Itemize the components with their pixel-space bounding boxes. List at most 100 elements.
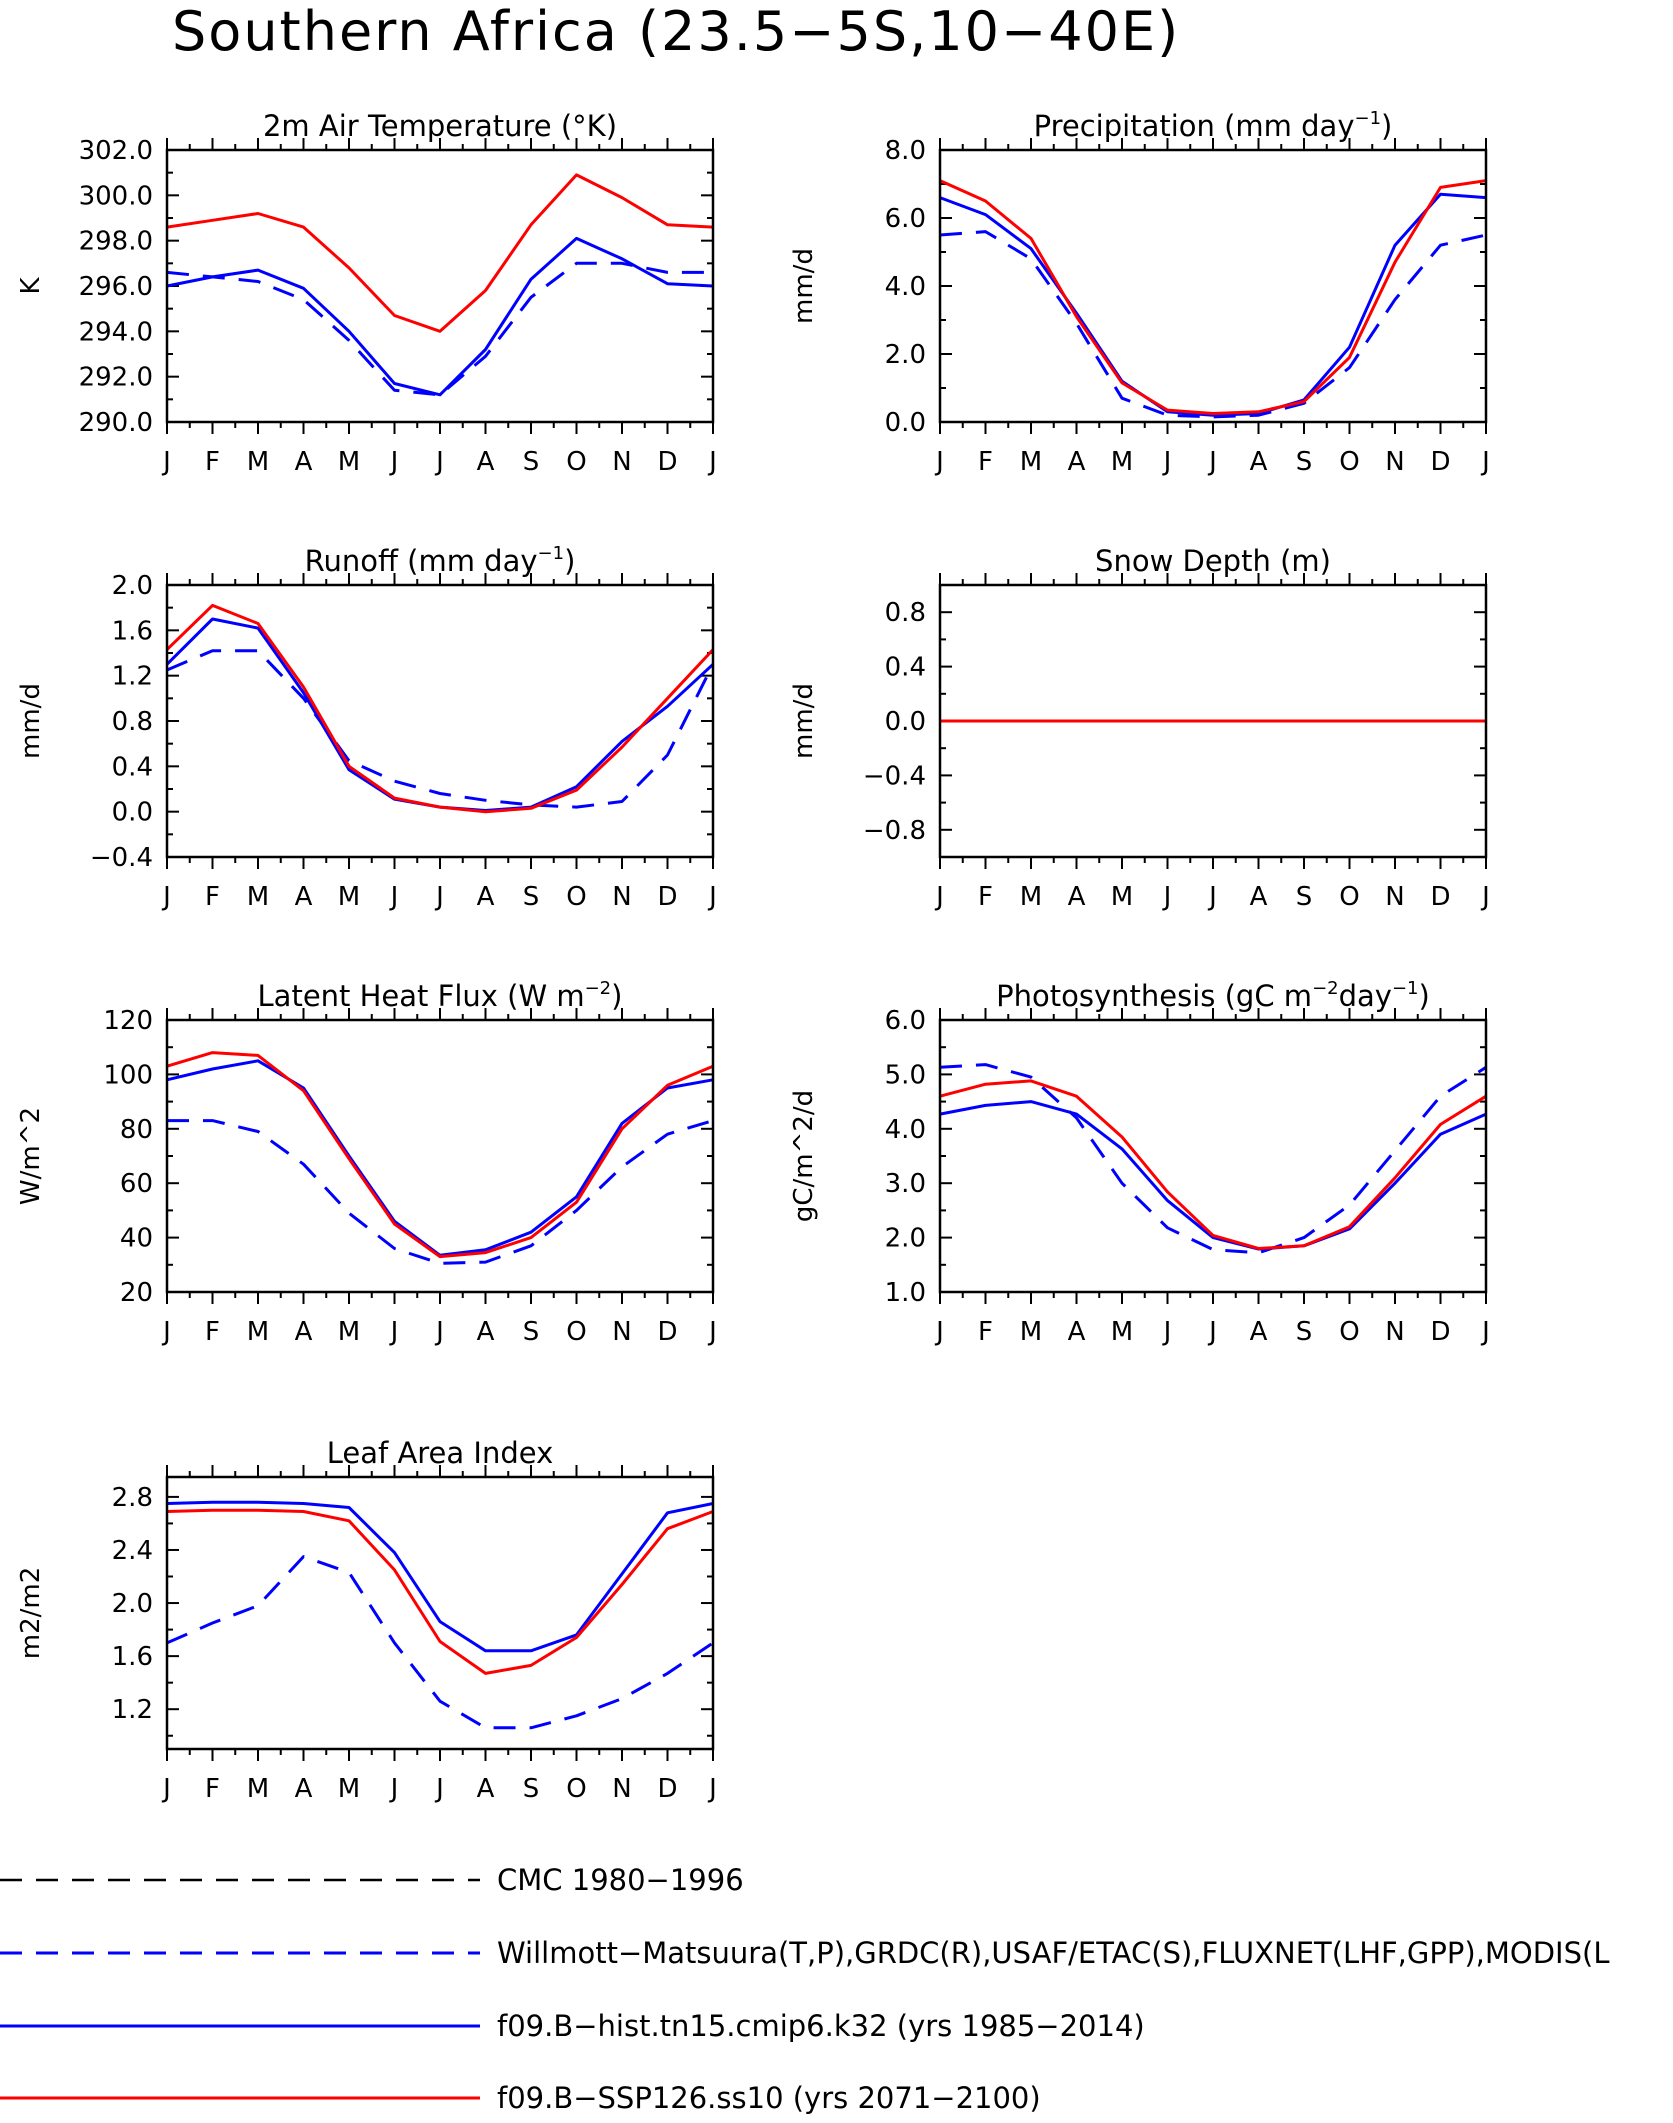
series-line-obs — [166, 649, 715, 809]
x-tick-label: J — [1480, 447, 1490, 477]
x-tick-label: J — [389, 1774, 399, 1804]
y-tick-label: 2.0 — [885, 340, 926, 370]
x-tick-label: O — [566, 882, 586, 912]
y-tick-label: 292.0 — [79, 363, 153, 393]
y-tick-label: 300.0 — [79, 181, 153, 211]
x-tick-label: M — [247, 1317, 269, 1347]
x-tick-label: M — [1020, 882, 1042, 912]
series-line-hist — [165, 617, 715, 812]
plot-frame — [165, 1475, 715, 1751]
panel-title: 2m Air Temperature (°K) — [263, 109, 617, 143]
x-tick-label: M — [1111, 1317, 1133, 1347]
x-tick-label: J — [1207, 447, 1217, 477]
y-tick-label: 3.0 — [885, 1169, 926, 1199]
x-tick-label: O — [1339, 882, 1359, 912]
x-tick-label: D — [1430, 1317, 1450, 1347]
y-tick-label: 0.4 — [112, 752, 153, 782]
plot-frame — [165, 583, 715, 859]
y-tick-label: 2.0 — [112, 1589, 153, 1619]
y-tick-label: 1.6 — [112, 1642, 153, 1672]
x-tick-label: A — [1250, 882, 1268, 912]
y-axis-label: mm/d — [16, 683, 46, 759]
series-line-obs — [939, 1063, 1487, 1255]
x-tick-label: M — [338, 1317, 360, 1347]
x-tick-label: J — [434, 1774, 444, 1804]
x-tick-label: F — [978, 447, 993, 477]
series-line-ssp — [166, 173, 714, 333]
x-tick-label: D — [1430, 882, 1450, 912]
x-tick-label: J — [934, 882, 944, 912]
series-line-ssp — [165, 603, 715, 814]
y-tick-label: 1.2 — [112, 662, 153, 692]
x-tick-label: A — [295, 1774, 313, 1804]
x-tick-label: J — [707, 882, 717, 912]
y-tick-label: 0.0 — [885, 707, 926, 737]
x-tick-label: D — [657, 882, 677, 912]
series-line-hist — [166, 236, 714, 397]
y-tick-label: 1.0 — [885, 1278, 926, 1308]
x-tick-label: J — [1162, 447, 1172, 477]
x-tick-label: S — [523, 447, 540, 477]
x-tick-label: J — [1480, 882, 1490, 912]
x-tick-label: O — [566, 447, 586, 477]
y-tick-label: 2.0 — [112, 571, 153, 601]
panel-title: Runoff (mm day−1) — [305, 543, 576, 578]
x-tick-label: J — [1480, 1317, 1490, 1347]
x-tick-label: A — [477, 447, 495, 477]
x-tick-label: M — [338, 1774, 360, 1804]
x-tick-label: F — [205, 882, 220, 912]
x-tick-label: J — [161, 1317, 171, 1347]
y-tick-label: 0.0 — [112, 798, 153, 828]
y-tick-label: 100 — [103, 1060, 153, 1090]
x-tick-label: J — [1207, 1317, 1217, 1347]
y-tick-label: 290.0 — [79, 408, 153, 438]
x-tick-label: A — [295, 1317, 313, 1347]
y-tick-label: 294.0 — [79, 317, 153, 347]
series-line-ssp — [939, 179, 1487, 415]
x-tick-label: J — [1162, 1317, 1172, 1347]
panel-title: Precipitation (mm day−1) — [1034, 108, 1393, 143]
legend: CMC 1980−1996 Willmott−Matsuura(T,P),GRDC… — [0, 1863, 1610, 2115]
x-tick-label: F — [205, 447, 220, 477]
x-tick-label: M — [247, 882, 269, 912]
y-tick-label: 298.0 — [79, 227, 153, 257]
x-tick-label: M — [1020, 447, 1042, 477]
x-tick-label: A — [477, 1317, 495, 1347]
panel-title: Leaf Area Index — [327, 1436, 553, 1470]
panel-pr: Precipitation (mm day−1) mm/d 0.0 2.0 4.0 6.0… — [789, 108, 1490, 477]
y-tick-label: 0.4 — [885, 653, 926, 683]
y-tick-label: 4.0 — [885, 1115, 926, 1145]
x-tick-label: O — [1339, 447, 1359, 477]
x-tick-label: J — [161, 882, 171, 912]
y-tick-label: 1.2 — [112, 1695, 153, 1725]
series-line-hist — [166, 1059, 714, 1257]
x-tick-label: N — [1385, 1317, 1404, 1347]
x-tick-label: N — [612, 447, 631, 477]
x-tick-label: D — [657, 1774, 677, 1804]
x-tick-label: J — [389, 1317, 399, 1347]
x-tick-label: S — [523, 1317, 540, 1347]
panel-title: Latent Heat Flux (W m−2) — [258, 978, 623, 1013]
x-tick-label: N — [612, 882, 631, 912]
x-tick-label: A — [1250, 447, 1268, 477]
x-tick-label: N — [1385, 447, 1404, 477]
y-tick-label: 1.6 — [112, 616, 153, 646]
legend-label: f09.B−hist.tn15.cmip6.k32 (yrs 1985−2014… — [497, 2009, 1145, 2043]
y-tick-label: 6.0 — [885, 204, 926, 234]
y-tick-label: 302.0 — [79, 136, 153, 166]
y-tick-label: 60 — [120, 1169, 153, 1199]
x-tick-label: A — [1068, 1317, 1086, 1347]
x-tick-label: D — [657, 1317, 677, 1347]
x-tick-label: A — [295, 447, 313, 477]
x-tick-label: M — [338, 447, 360, 477]
panel-tas: 2m Air Temperature (°K) K 290.0 292.0 294.0 2… — [16, 109, 717, 477]
x-tick-label: J — [707, 1774, 717, 1804]
x-tick-label: A — [477, 882, 495, 912]
panel-lhf: Latent Heat Flux (W m−2) W/m^2 20 40 60 80 100… — [16, 978, 717, 1347]
x-tick-label: J — [1162, 882, 1172, 912]
x-tick-label: S — [1296, 447, 1313, 477]
x-tick-label: J — [707, 1317, 717, 1347]
panel-snd: Snow Depth (m)mm/d−0.8−0.40.00.40.8J F M A M… — [789, 544, 1490, 912]
y-tick-label: 4.0 — [885, 272, 926, 302]
